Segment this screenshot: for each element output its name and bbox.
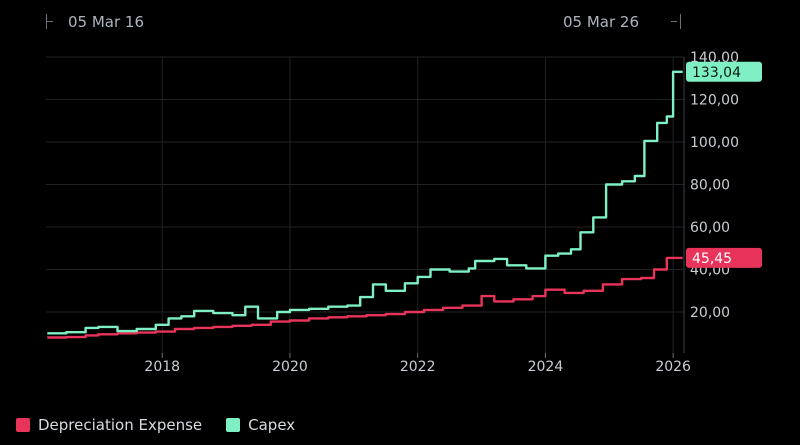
series-lines: [47, 70, 683, 339]
value-label-bg: [686, 61, 762, 82]
depreciation-line: [47, 256, 683, 339]
legend: Depreciation Expense Capex: [16, 416, 295, 434]
x-tick-label: 2022: [400, 359, 436, 375]
grid: [46, 56, 684, 353]
y-tick-label: 100,00: [690, 135, 739, 151]
x-tick-label: 2018: [144, 359, 180, 375]
value-label-text: 133,04: [692, 65, 741, 81]
range-end-label: 05 Mar 26: [563, 13, 640, 31]
x-tick-label: 2020: [272, 359, 308, 375]
y-tick-label: 60,00: [690, 220, 730, 236]
y-tick-label: 20,00: [690, 305, 730, 321]
x-tick-label: 2026: [655, 359, 691, 375]
range-end-handle[interactable]: [680, 14, 681, 29]
legend-swatch-capex: [226, 418, 241, 432]
date-range-bar[interactable]: 05 Mar 16 05 Mar 26: [0, 0, 800, 44]
capex-value-label: 133,04: [686, 61, 762, 82]
line-chart: 20,0040,0060,0080,00100,00120,00140,0020…: [46, 50, 762, 375]
value-label-bg: [686, 247, 762, 268]
legend-swatch-depreciation: [16, 418, 30, 432]
legend-item-depreciation[interactable]: Depreciation Expense: [16, 416, 202, 434]
value-label-text: 45,45: [692, 251, 732, 267]
axes: 20,0040,0060,0080,00100,00120,00140,0020…: [144, 50, 739, 375]
range-end-line: [671, 21, 677, 22]
y-tick-label: 120,00: [690, 93, 739, 109]
legend-label-depreciation: Depreciation Expense: [38, 416, 203, 434]
legend-item-capex[interactable]: Capex: [226, 416, 295, 434]
range-start-line: [47, 21, 53, 22]
x-tick-label: 2024: [528, 359, 564, 375]
y-tick-label: 80,00: [690, 178, 730, 194]
legend-label-capex: Capex: [248, 416, 296, 434]
last-value-labels: 45,45 133,04: [686, 61, 762, 268]
capex-line: [47, 70, 683, 335]
range-start-label: 05 Mar 16: [68, 13, 145, 31]
range-start-handle[interactable]: [46, 14, 47, 29]
depreciation-value-label: 45,45: [686, 247, 762, 268]
